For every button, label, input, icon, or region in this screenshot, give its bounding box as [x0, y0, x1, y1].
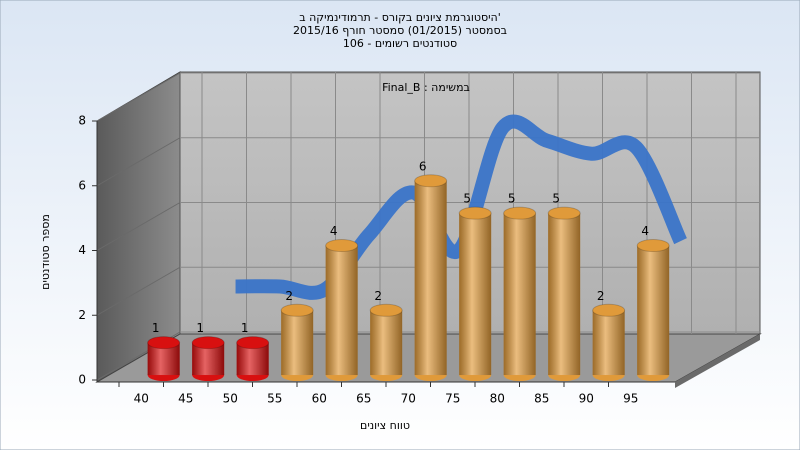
value-label: 5 — [463, 192, 471, 206]
bar-shade — [325, 245, 358, 376]
bar-shade — [637, 245, 670, 376]
bar-top — [147, 336, 181, 350]
bar-top — [503, 206, 537, 220]
bar-top — [191, 336, 225, 350]
x-tick-label: 40 — [134, 392, 149, 406]
chart-title: סטודנטים רשומים - 106 — [343, 37, 457, 50]
bar-shade — [592, 310, 625, 376]
bar-shade — [503, 213, 536, 376]
bar-top — [236, 336, 270, 350]
y-tick-label: 4 — [78, 243, 86, 257]
x-axis-label: טווח ציונים — [360, 419, 410, 432]
chart-title: היסטוגרמת ציונים בקורס - תרמודינמיקה ב' — [299, 11, 501, 24]
x-tick-label: 95 — [623, 392, 638, 406]
value-label: 5 — [552, 192, 560, 206]
chart-title: בסמסטר (01/2015) סמסטר חורף 2015/16 — [293, 24, 507, 37]
value-label: 6 — [419, 159, 427, 173]
bar-shade — [548, 213, 581, 376]
value-label: 4 — [330, 224, 338, 238]
bar-shade — [370, 310, 403, 376]
value-label: 2 — [285, 289, 293, 303]
grid-line — [96, 266, 181, 316]
value-label: 2 — [597, 289, 605, 303]
titles: היסטוגרמת ציונים בקורס - תרמודינמיקה ב' … — [293, 11, 507, 50]
bar-shade — [281, 310, 314, 376]
y-tick-label: 6 — [78, 178, 86, 192]
y-tick-label: 8 — [78, 114, 86, 128]
value-label: 1 — [152, 321, 160, 335]
bar-top — [458, 206, 492, 220]
bar-shade — [459, 213, 492, 376]
x-tick-label: 90 — [579, 392, 594, 406]
x-tick-label: 50 — [223, 392, 238, 406]
grid-line — [96, 202, 181, 251]
x-tick-label: 55 — [267, 392, 282, 406]
x-tick-label: 80 — [490, 392, 505, 406]
floor-edge — [675, 334, 760, 388]
subtitle: Final_B : במשימה — [382, 81, 470, 94]
bar-top — [369, 303, 403, 317]
y-tick-label: 0 — [78, 373, 86, 387]
y-tick-label: 2 — [78, 308, 86, 322]
y-axis-label: מספר סטודנטים — [39, 214, 52, 290]
value-label: 2 — [374, 289, 382, 303]
grid-line — [96, 72, 181, 122]
x-tick-label: 60 — [312, 392, 327, 406]
bar-top — [280, 303, 314, 317]
bar-top — [325, 239, 359, 253]
x-tick-label: 45 — [178, 392, 193, 406]
value-label: 1 — [241, 321, 249, 335]
bar-top — [592, 303, 626, 317]
bar-top — [547, 206, 581, 220]
x-tick-label: 75 — [445, 392, 460, 406]
x-tick-label: 65 — [356, 392, 371, 406]
bar-top — [636, 239, 670, 253]
bar-shade — [414, 180, 447, 376]
value-label: 4 — [641, 224, 649, 238]
x-tick-label: 70 — [401, 392, 416, 406]
bar-top — [414, 174, 448, 188]
value-label: 1 — [196, 321, 204, 335]
grid-line — [96, 137, 181, 187]
value-label: 5 — [508, 192, 516, 206]
x-tick-label: 85 — [534, 392, 549, 406]
